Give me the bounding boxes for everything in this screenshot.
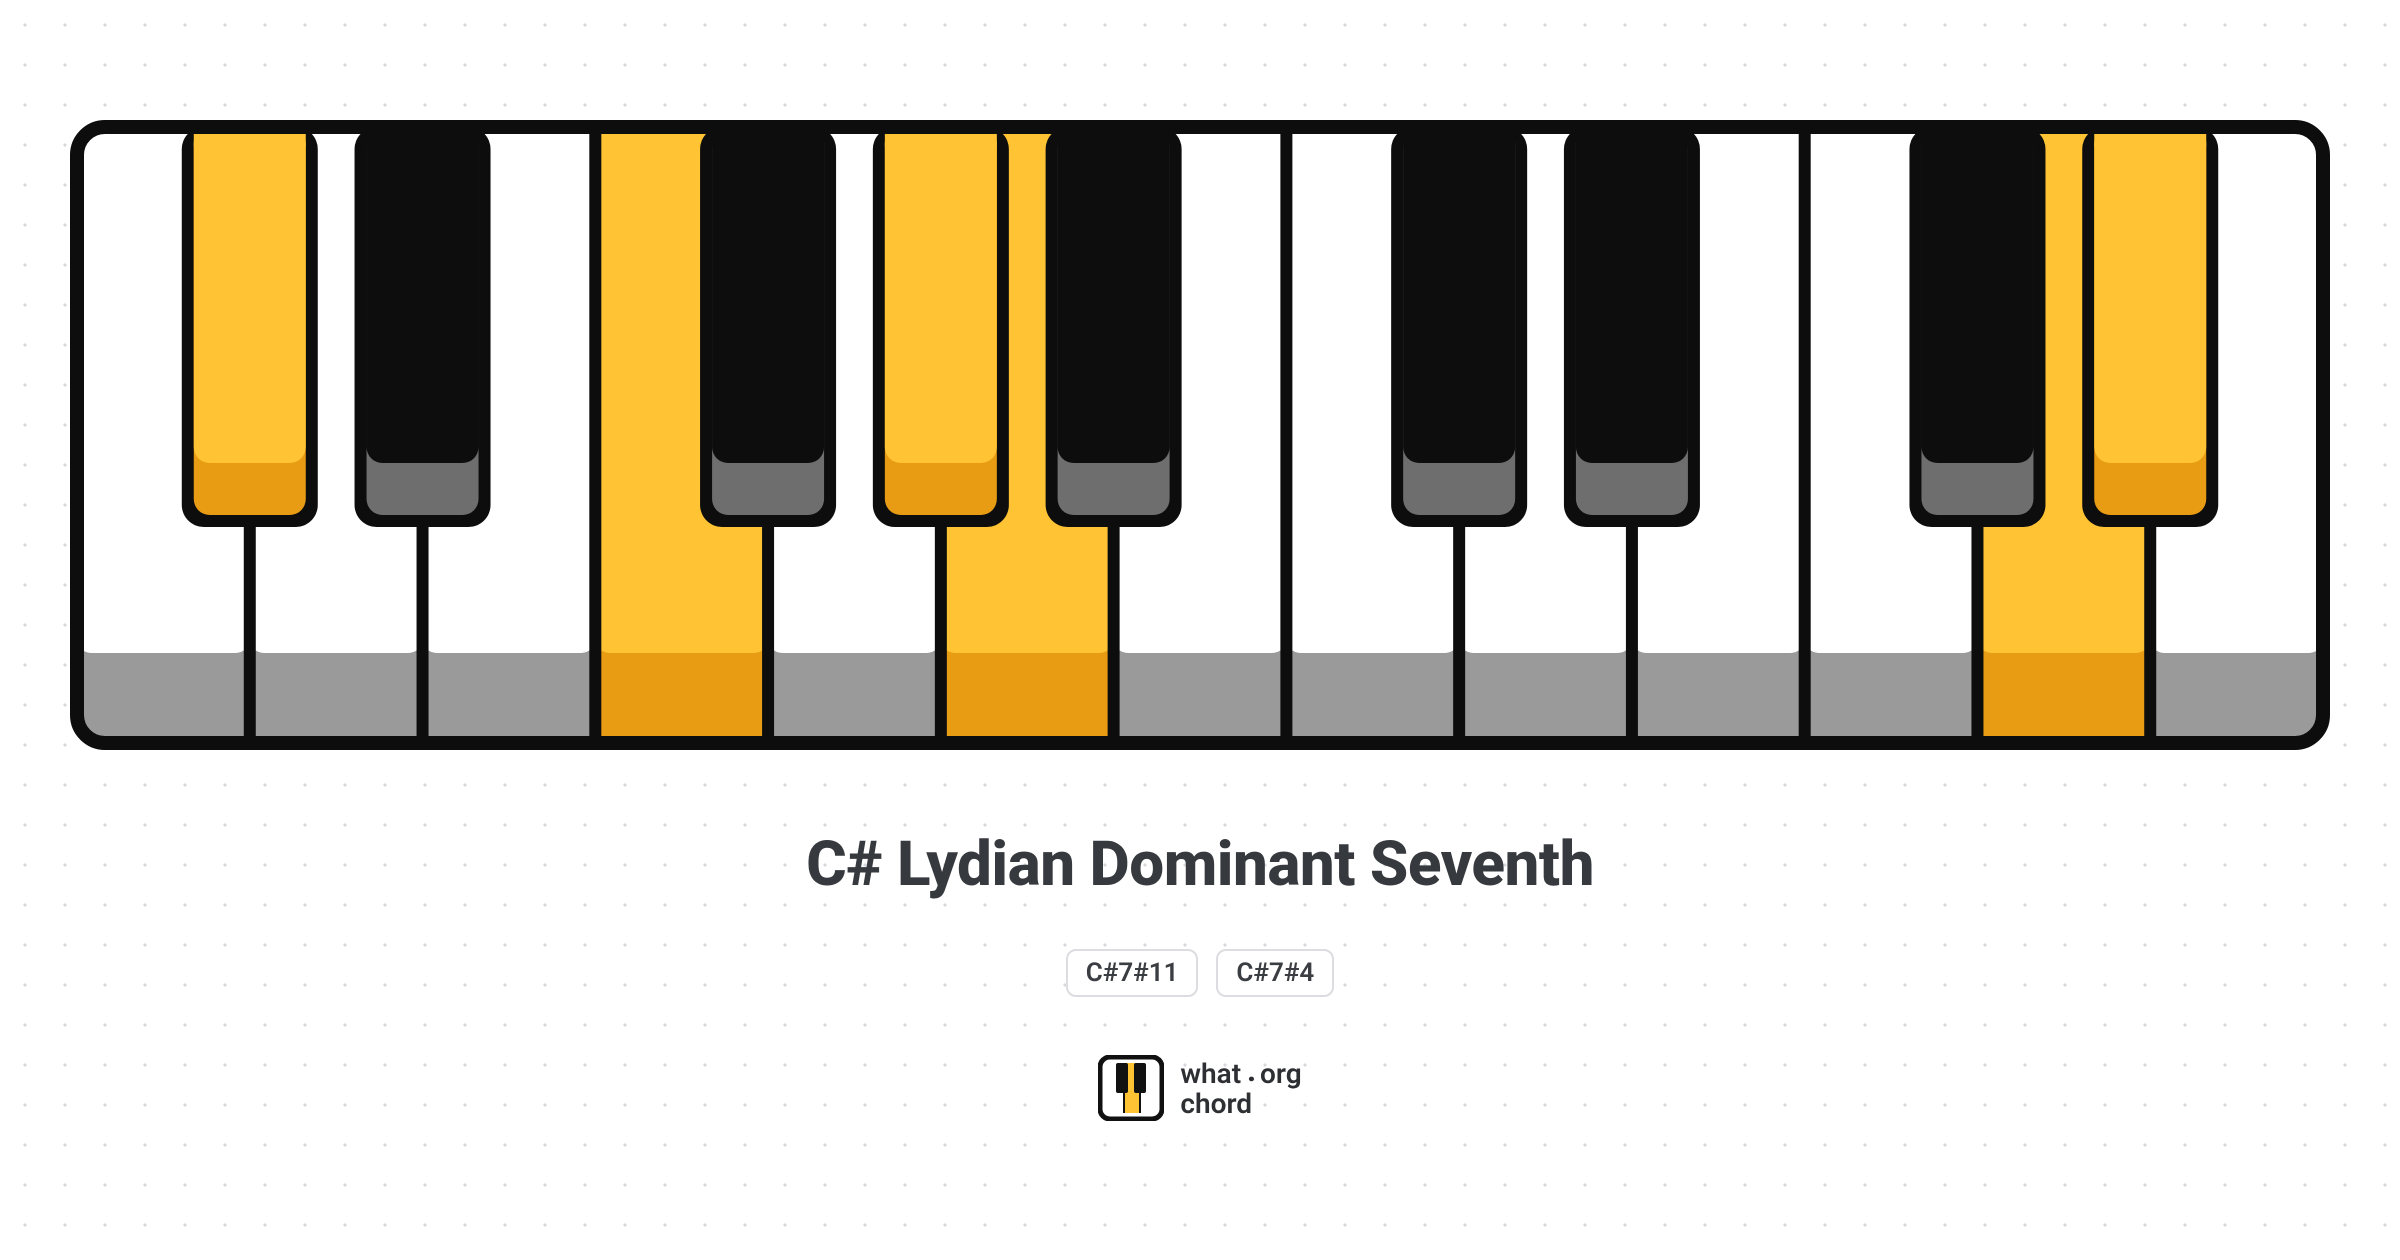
brand-text: what . org chord: [1180, 1058, 1301, 1119]
brand-line1-left: what: [1180, 1059, 1241, 1088]
chord-symbol-chip: C#7#11: [1066, 949, 1199, 997]
keyboard-svg: [70, 120, 2330, 750]
brand-line1-right: org: [1260, 1059, 1302, 1088]
brand-dot: .: [1247, 1056, 1256, 1088]
piano-keyboard: [70, 120, 2330, 750]
brand: what . org chord: [1098, 1055, 1301, 1121]
chord-title: C# Lydian Dominant Seventh: [806, 828, 1594, 901]
page: C# Lydian Dominant Seventh C#7#11 C#7#4 w…: [0, 0, 2400, 1260]
chord-symbol-chip: C#7#4: [1216, 949, 1334, 997]
brand-logo-icon: [1098, 1055, 1164, 1121]
brand-line2: chord: [1180, 1089, 1301, 1118]
chord-symbol-list: C#7#11 C#7#4: [1066, 949, 1334, 997]
